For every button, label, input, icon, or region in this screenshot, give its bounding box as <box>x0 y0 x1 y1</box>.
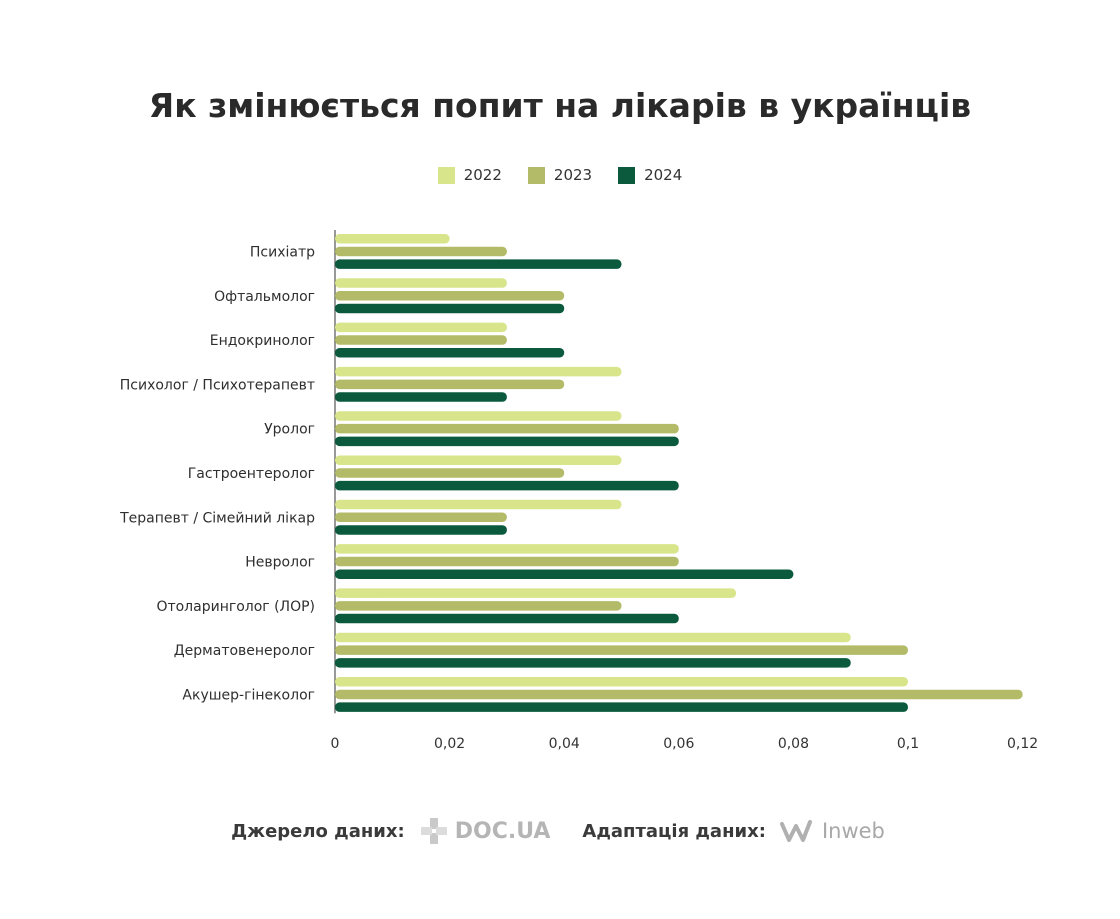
bar-2023-10 <box>335 689 1023 700</box>
category-label: Ендокринолог <box>210 333 315 349</box>
bar-2024-1 <box>335 303 565 314</box>
bar-2022-0 <box>335 234 450 244</box>
category-label: Отоларинголог (ЛОР) <box>156 599 315 615</box>
bar-2022-6 <box>335 499 622 510</box>
x-tick-label: 0,12 <box>1007 736 1038 752</box>
inweb-w-icon <box>779 820 812 842</box>
bar-2023-1 <box>335 291 565 301</box>
bar-2022-7 <box>335 544 679 554</box>
bar-2022-5 <box>335 455 622 465</box>
bar-2023-6 <box>335 512 507 522</box>
x-tick-label: 0,04 <box>549 736 580 752</box>
category-label: Терапевт / Сімейний лікар <box>119 510 315 526</box>
bar-2023-0 <box>335 246 507 257</box>
adaptation-label: Адаптація даних: <box>582 820 766 842</box>
bar-2023-4 <box>335 423 679 434</box>
bar-2022-9 <box>335 632 851 643</box>
inweb-logo-text: Inweb <box>821 819 885 843</box>
bar-2023-2 <box>335 335 507 345</box>
bar-2022-10 <box>335 677 908 687</box>
docua-logo-text: DOC.UA <box>454 818 551 844</box>
bar-2024-9 <box>335 658 851 668</box>
bar-2024-0 <box>335 259 622 269</box>
bar-2023-5 <box>335 468 565 478</box>
category-label: Невролог <box>245 555 315 571</box>
category-label: Психіатр <box>250 244 315 260</box>
source-label: Джерело даних: <box>231 820 405 842</box>
docua-logo: DOC.UA <box>419 816 551 846</box>
legend-label: 2023 <box>553 166 593 184</box>
bar-2023-7 <box>335 556 679 567</box>
bar-2024-10 <box>335 702 908 712</box>
footer: Джерело даних: DOC.UA Адаптація даних: I… <box>0 816 1120 846</box>
bar-2024-7 <box>335 569 794 579</box>
x-tick-label: 0,02 <box>434 736 465 752</box>
legend-swatch <box>527 166 545 184</box>
category-label: Психолог / Психотерапевт <box>120 377 315 393</box>
legend-swatch <box>618 166 636 184</box>
bar-2024-5 <box>335 480 679 491</box>
bar-2023-3 <box>335 379 565 390</box>
bar-2024-6 <box>335 525 507 535</box>
docua-cross-icon <box>420 818 447 844</box>
x-tick-label: 0,08 <box>778 736 809 752</box>
bar-2022-4 <box>335 411 622 421</box>
bar-2022-1 <box>335 278 507 288</box>
x-tick-label: 0 <box>331 736 340 752</box>
bar-2024-3 <box>335 392 507 402</box>
inweb-logo: Inweb <box>779 818 885 844</box>
category-label: Уролог <box>264 422 315 438</box>
chart-title: Як змінюється попит на лікарів в українц… <box>148 86 972 125</box>
legend: 2022 2023 2024 <box>0 166 1120 184</box>
legend-item-2023: 2023 <box>527 166 593 184</box>
bar-2022-2 <box>335 322 507 333</box>
category-label: Офтальмолог <box>214 289 315 305</box>
category-label: Акушер-гінеколог <box>182 687 315 703</box>
bar-2022-3 <box>335 366 622 377</box>
bar-2024-4 <box>335 436 679 447</box>
bar-2023-9 <box>335 645 908 655</box>
category-label: Гастроентеролог <box>188 466 315 482</box>
legend-item-2024: 2024 <box>618 166 682 184</box>
bar-2024-8 <box>335 613 679 624</box>
bar-2022-8 <box>335 588 737 598</box>
legend-item-2022: 2022 <box>437 166 502 184</box>
bar-2024-2 <box>335 348 565 358</box>
legend-label: 2022 <box>463 166 502 184</box>
legend-label: 2024 <box>644 166 683 184</box>
category-label: Дерматовенеролог <box>174 643 315 659</box>
x-tick-label: 0,1 <box>897 736 919 752</box>
bar-2023-8 <box>335 601 622 611</box>
x-tick-label: 0,06 <box>663 736 694 752</box>
legend-swatch <box>437 166 455 184</box>
